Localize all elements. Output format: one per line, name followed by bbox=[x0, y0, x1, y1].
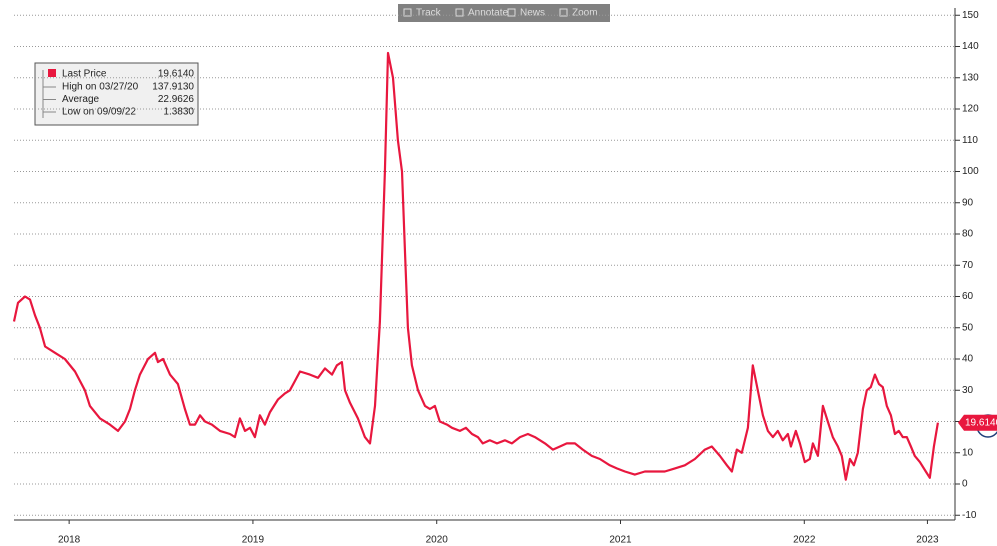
legend-label: Low on 09/09/22 bbox=[62, 107, 136, 118]
toolbar-button[interactable]: Annotate bbox=[455, 8, 508, 19]
y-tick-label: 120 bbox=[962, 104, 979, 115]
y-tick-label: 110 bbox=[962, 135, 978, 146]
x-tick-label: 2022 bbox=[793, 535, 816, 546]
toolbar: Track Annotate News Zoom bbox=[398, 4, 610, 22]
toolbar-label[interactable]: Track bbox=[416, 8, 442, 19]
toolbar-icon bbox=[507, 8, 516, 17]
toolbar-label[interactable]: Zoom bbox=[572, 8, 598, 19]
y-tick-label: 100 bbox=[962, 166, 979, 177]
legend-box bbox=[34, 62, 199, 126]
y-tick-label: 0 bbox=[962, 479, 968, 490]
price-line bbox=[12, 51, 939, 481]
legend-value: 22.9626 bbox=[158, 94, 195, 105]
x-tick-label: 2020 bbox=[426, 535, 449, 546]
toolbar-button[interactable]: Track bbox=[403, 8, 442, 19]
x-tick-label: 2023 bbox=[916, 535, 939, 546]
toolbar-label[interactable]: News bbox=[520, 8, 545, 19]
toolbar-icon bbox=[559, 8, 568, 17]
legend-label: Average bbox=[62, 94, 100, 105]
y-tick-label: 130 bbox=[962, 72, 979, 83]
y-tick-label: 30 bbox=[962, 385, 974, 396]
y-tick-label: 60 bbox=[962, 291, 974, 302]
toolbar-icon bbox=[403, 8, 412, 17]
y-tick-label: 90 bbox=[962, 197, 974, 208]
x-tick-label: 2018 bbox=[58, 535, 81, 546]
x-tick-label: 2021 bbox=[609, 535, 632, 546]
toolbar-button[interactable]: Zoom bbox=[559, 8, 598, 19]
toolbar-label[interactable]: Annotate bbox=[468, 8, 508, 19]
toolbar-icon bbox=[455, 8, 464, 17]
last-price-label: 19.6140 bbox=[965, 417, 997, 428]
toolbar-bg bbox=[398, 4, 610, 22]
y-tick-label: 50 bbox=[962, 322, 974, 333]
last-price-tag bbox=[958, 414, 997, 431]
legend: Last Price 19.6140 High on 03/27/20 137.913… bbox=[34, 62, 199, 126]
y-tick-label: 10 bbox=[962, 447, 974, 458]
legend-label: High on 03/27/20 bbox=[62, 82, 139, 93]
toolbar-button[interactable]: News bbox=[507, 8, 545, 19]
legend-swatch bbox=[48, 69, 56, 77]
y-tick-label: -10 bbox=[962, 510, 977, 521]
legend-label: Last Price bbox=[62, 69, 107, 80]
legend-value: 137.9130 bbox=[152, 82, 194, 93]
y-tick-label: 70 bbox=[962, 260, 974, 271]
y-tick-label: 140 bbox=[962, 41, 979, 52]
y-tick-label: 150 bbox=[962, 10, 979, 21]
x-tick-label: 2019 bbox=[242, 535, 265, 546]
legend-value: 1.3830 bbox=[163, 107, 194, 118]
y-tick-label: 80 bbox=[962, 229, 974, 240]
legend-value: 19.6140 bbox=[158, 69, 195, 80]
y-tick-label: 40 bbox=[962, 354, 974, 365]
